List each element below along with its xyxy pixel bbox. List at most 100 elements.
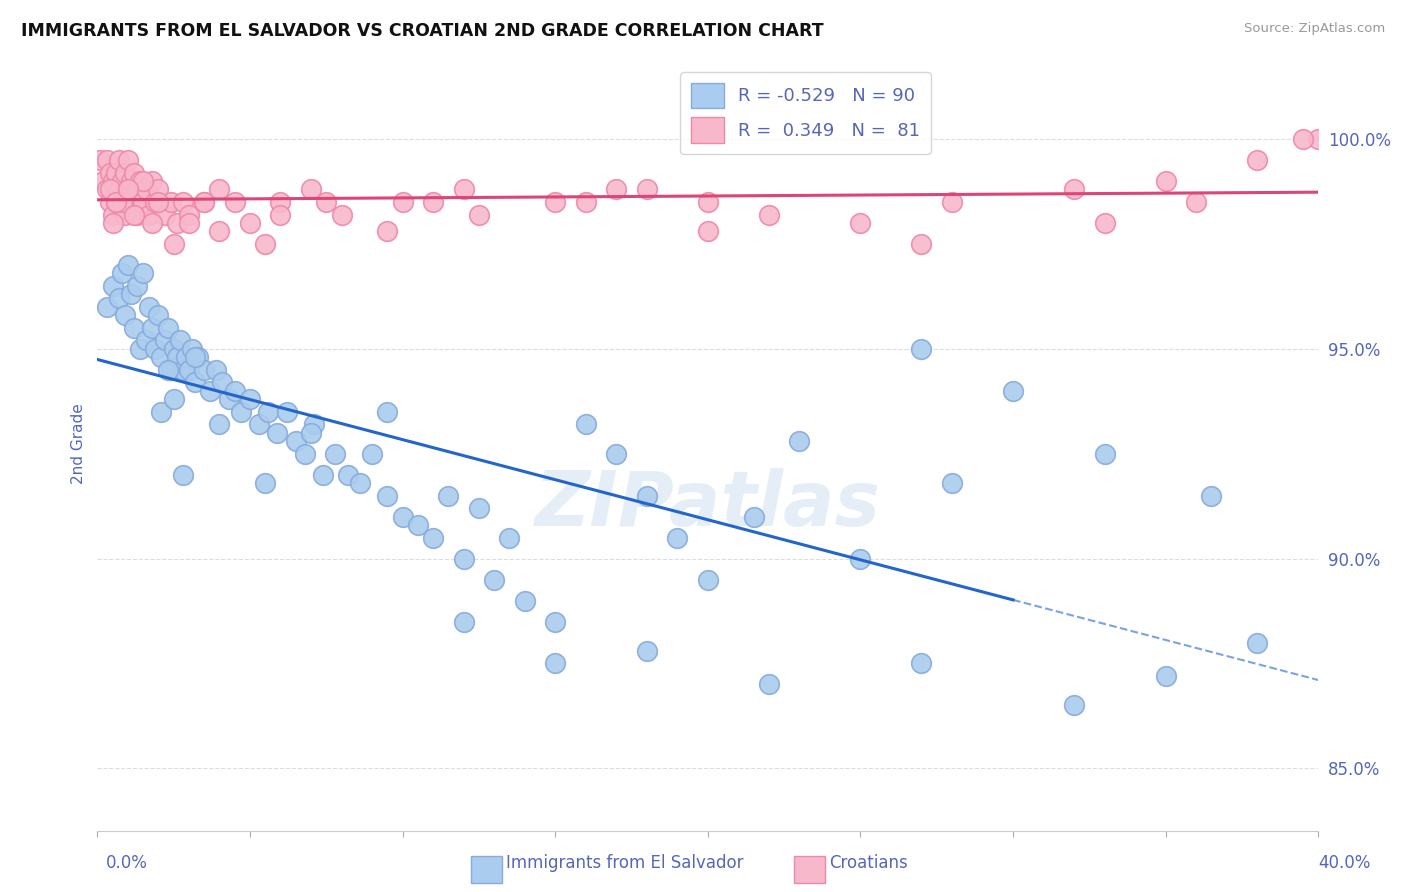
Point [101, 174, 124, 188]
Point [98, 194, 121, 209]
Point [122, 194, 145, 209]
Point [742, 509, 765, 524]
Point [636, 489, 658, 503]
Point [114, 308, 136, 322]
Point [159, 194, 181, 209]
Point [125, 182, 148, 196]
Point [129, 174, 152, 188]
Point [208, 417, 231, 432]
Point [111, 174, 134, 188]
Point [437, 489, 460, 503]
Point [166, 350, 188, 364]
Point [468, 501, 491, 516]
Point [177, 216, 200, 230]
Point [111, 266, 134, 280]
Legend: R = -0.529   N = 90, R =  0.349   N =  81: R = -0.529 N = 90, R = 0.349 N = 81 [681, 72, 931, 153]
Point [148, 308, 170, 322]
Point [143, 194, 166, 209]
Point [138, 208, 160, 222]
Text: 0.0%: 0.0% [105, 855, 148, 872]
Point [513, 593, 536, 607]
Point [148, 194, 170, 209]
Point [1246, 635, 1268, 649]
Point [159, 363, 181, 377]
Point [129, 342, 152, 356]
Point [107, 292, 129, 306]
Point [910, 657, 932, 671]
Point [125, 208, 148, 222]
Point [247, 417, 270, 432]
Point [375, 489, 398, 503]
Point [254, 476, 277, 491]
Point [141, 216, 163, 230]
Point [239, 392, 262, 406]
Point [1154, 669, 1177, 683]
Point [758, 677, 780, 691]
Point [120, 287, 142, 301]
Point [156, 363, 179, 377]
Point [229, 405, 252, 419]
Point [141, 174, 163, 188]
Point [284, 434, 307, 449]
Point [148, 182, 170, 196]
Point [218, 392, 240, 406]
Point [1002, 384, 1025, 398]
Point [187, 350, 209, 364]
Point [163, 342, 186, 356]
Point [135, 182, 157, 196]
Point [101, 279, 124, 293]
Point [636, 182, 658, 196]
Point [184, 350, 207, 364]
Point [224, 384, 246, 398]
Point [117, 153, 139, 167]
Point [299, 425, 322, 440]
Point [375, 224, 398, 238]
Point [122, 321, 145, 335]
Point [1063, 698, 1085, 713]
Point [239, 216, 262, 230]
Point [104, 166, 127, 180]
Point [104, 194, 127, 209]
Point [696, 573, 718, 587]
Point [208, 224, 231, 238]
Point [211, 376, 233, 390]
Point [312, 467, 335, 482]
Point [184, 376, 207, 390]
Point [941, 476, 963, 491]
Point [468, 208, 491, 222]
Point [177, 363, 200, 377]
Point [163, 392, 186, 406]
Point [96, 153, 118, 167]
Point [169, 334, 191, 348]
Point [111, 194, 134, 209]
Point [336, 467, 359, 482]
Point [544, 194, 567, 209]
Point [330, 208, 353, 222]
Point [200, 384, 222, 398]
Point [117, 182, 139, 196]
Point [117, 194, 139, 209]
Point [96, 300, 118, 314]
Point [132, 266, 155, 280]
Point [422, 531, 444, 545]
Point [849, 551, 872, 566]
Point [605, 182, 627, 196]
Point [181, 342, 204, 356]
Point [941, 194, 963, 209]
Point [96, 182, 118, 196]
Point [208, 182, 231, 196]
Point [101, 216, 124, 230]
Point [205, 363, 228, 377]
Point [98, 182, 121, 196]
Point [177, 208, 200, 222]
Point [544, 615, 567, 629]
Y-axis label: 2nd Grade: 2nd Grade [72, 403, 86, 483]
Point [1063, 182, 1085, 196]
Point [789, 434, 811, 449]
Point [361, 447, 384, 461]
Point [1201, 489, 1223, 503]
Point [406, 518, 429, 533]
Point [122, 208, 145, 222]
Point [482, 573, 505, 587]
Point [114, 208, 136, 222]
